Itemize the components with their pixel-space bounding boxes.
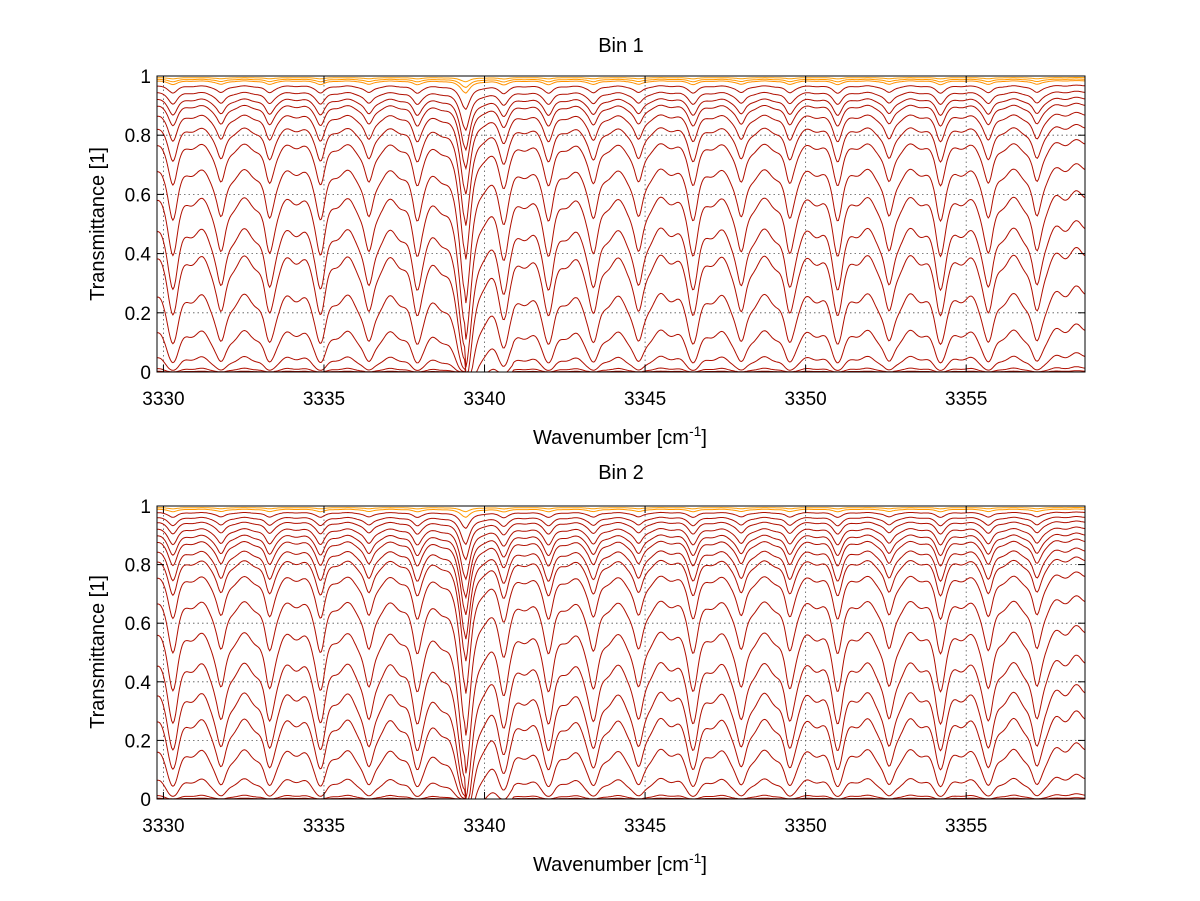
x-tick-label: 3355 <box>945 816 987 837</box>
series-line <box>157 96 1086 152</box>
series-line <box>157 366 1086 373</box>
series-line <box>156 190 1086 340</box>
series-line <box>157 78 1086 88</box>
series-line <box>157 507 1085 513</box>
series-line <box>157 139 1086 260</box>
x-tick-label: 3330 <box>142 389 184 410</box>
chart-title: Bin 1 <box>598 35 644 57</box>
y-tick-label: 0.8 <box>125 126 151 147</box>
series-line <box>157 124 1086 226</box>
x-tick-label: 3345 <box>624 389 666 410</box>
series-line <box>156 220 1086 368</box>
x-axis-label: Wavenumber [cm-1] <box>533 850 707 876</box>
series-line <box>157 246 1086 373</box>
y-tick-label: 0 <box>140 363 151 384</box>
x-tick-label: 3350 <box>784 389 826 410</box>
x-tick-label: 3345 <box>624 816 666 837</box>
plot-frame <box>156 75 1086 373</box>
chart-title: Bin 2 <box>598 462 644 484</box>
series-line <box>157 773 1086 800</box>
x-axis-label: Wavenumber [cm-1] <box>533 423 707 449</box>
series-line <box>157 526 1086 581</box>
y-tick-label: 0.6 <box>125 614 151 635</box>
series-line <box>157 90 1086 132</box>
x-tick-label: 3355 <box>945 389 987 410</box>
series-line <box>157 511 1086 530</box>
series-line <box>157 516 1086 546</box>
series-line <box>157 532 1086 600</box>
series-line <box>157 77 1085 83</box>
y-tick-label: 0.2 <box>125 731 151 752</box>
series-line <box>157 595 1086 736</box>
y-axis-label: Transmittance [1] <box>87 147 109 301</box>
series-line <box>157 508 1085 518</box>
x-tick-label: 3335 <box>303 389 345 410</box>
y-tick-label: 0.6 <box>125 185 151 206</box>
series-line <box>157 571 1086 694</box>
series-line <box>157 538 1086 616</box>
series-line <box>157 625 1086 774</box>
series-line <box>157 285 1086 373</box>
series-line <box>157 710 1086 800</box>
series-line <box>157 742 1086 800</box>
series-line <box>157 684 1086 800</box>
series-line <box>157 556 1086 662</box>
series-line <box>157 102 1086 171</box>
chart-bin-1: Bin 1 3330 3335 3340 3345 3350 3355 0 0.2 0.4 0.6… <box>87 35 1086 449</box>
series-line <box>157 163 1086 304</box>
chart-bin-2: Bin 2 3330 3335 3340 3345 3350 3355 0 0.2 0.4 0.6… <box>87 462 1086 876</box>
series-line <box>157 793 1086 800</box>
x-tick-label: 3340 <box>463 389 505 410</box>
y-tick-label: 0.4 <box>125 245 152 266</box>
y-tick-label: 0.8 <box>125 556 151 577</box>
series-line <box>157 352 1086 373</box>
y-tick-label: 0 <box>140 790 151 811</box>
x-tick-label: 3340 <box>463 816 505 837</box>
y-tick-label: 1 <box>140 497 151 518</box>
y-axis-label: Transmittance [1] <box>87 575 109 729</box>
y-tick-label: 1 <box>140 67 151 88</box>
series-line <box>157 323 1086 373</box>
series-line <box>157 84 1086 111</box>
x-tick-label: 3335 <box>303 816 345 837</box>
x-tick-label: 3330 <box>142 816 184 837</box>
plot-frame <box>156 505 1086 800</box>
series-line <box>156 654 1086 799</box>
series-line <box>157 520 1086 561</box>
x-tick-label: 3350 <box>784 816 826 837</box>
series-line <box>157 80 1085 94</box>
series-line <box>157 547 1086 640</box>
y-tick-label: 0.4 <box>125 673 152 694</box>
y-tick-label: 0.2 <box>125 304 151 325</box>
series-line <box>157 111 1086 195</box>
